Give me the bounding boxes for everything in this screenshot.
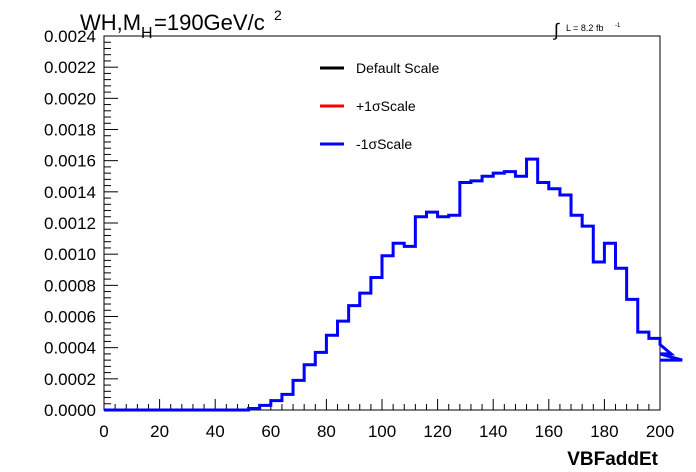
y-axis: 0.0000 0.0002 0.0004 0.0006 0.0008 0.0010 0.00…: [44, 27, 118, 420]
x-tick-label: 120: [423, 422, 451, 441]
integral-sign: ∫: [552, 20, 560, 40]
x-axis-label: VBFaddEt: [567, 449, 658, 470]
x-tick-label: 80: [317, 422, 336, 441]
x-tick-label: 200: [646, 422, 674, 441]
x-tick-label: 20: [150, 422, 169, 441]
y-tick-label: 0.0020: [44, 89, 96, 108]
y-tick-label: 0.0022: [44, 58, 96, 77]
y-tick-label: 0.0016: [44, 152, 96, 171]
legend: Default Scale +1σScale -1σScale: [320, 60, 439, 152]
x-tick-label: 0: [99, 422, 108, 441]
plot-frame: [103, 35, 661, 411]
legend-label: +1σScale: [356, 98, 416, 114]
x-tick-label: 180: [590, 422, 618, 441]
x-axis: 0 20 40 60 80 100 120 140 160 180 200: [99, 399, 674, 441]
series-line-0: [104, 157, 683, 412]
chart-title-subscript: H: [141, 25, 153, 42]
series-layer: [104, 157, 683, 412]
legend-label: Default Scale: [356, 60, 439, 76]
legend-label: -1σScale: [356, 136, 412, 152]
chart-title-rest: =190GeV/c: [154, 10, 265, 35]
y-tick-label: 0.0002: [44, 370, 96, 389]
x-tick-label: 100: [368, 422, 396, 441]
y-tick-label: 0.0010: [44, 245, 96, 264]
y-tick-label: 0.0006: [44, 308, 96, 327]
x-tick-label: 40: [206, 422, 225, 441]
y-tick-label: 0.0018: [44, 121, 96, 140]
y-tick-label: 0.0008: [44, 276, 96, 295]
y-tick-label: 0.0024: [44, 27, 96, 46]
y-tick-label: 0.0004: [44, 339, 96, 358]
x-tick-label: 60: [261, 422, 280, 441]
x-tick-label: 140: [479, 422, 507, 441]
luminosity-superscript: -1: [615, 23, 621, 29]
x-tick-label: 160: [535, 422, 563, 441]
luminosity-label: L = 8.2 fb: [566, 23, 603, 33]
y-tick-label: 0.0014: [44, 183, 96, 202]
chart-title-main: WH,M: [80, 10, 141, 35]
y-tick-label: 0.0000: [44, 401, 96, 420]
y-tick-label: 0.0012: [44, 214, 96, 233]
chart-title-superscript: 2: [274, 7, 282, 23]
